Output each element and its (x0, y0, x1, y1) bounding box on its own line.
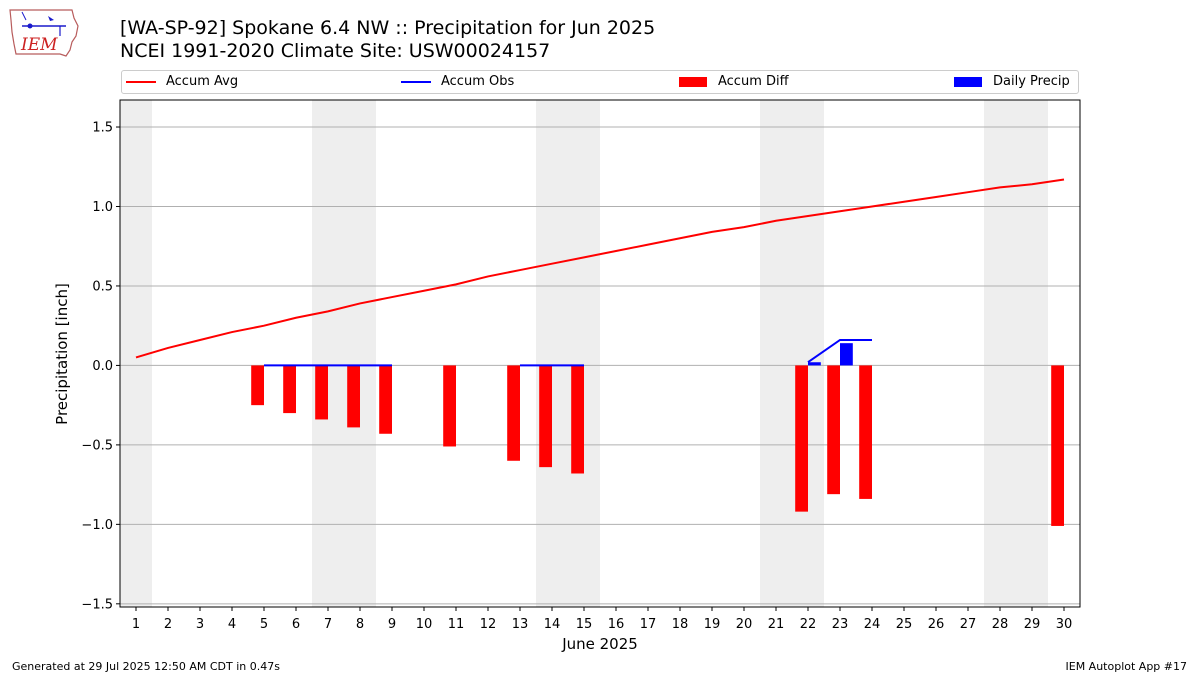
iem-logo: IEM (8, 6, 80, 62)
accum-diff-bar-4 (379, 365, 392, 434)
accum-diff-bar-1 (283, 365, 296, 414)
x-tick-label-19: 20 (736, 617, 753, 632)
accum-diff-bar-2 (315, 365, 328, 420)
legend-label-daily-precip: Daily Precip (993, 74, 1070, 89)
y-tick-label-0: −1.5 (81, 597, 113, 612)
accum-diff-bar-8 (571, 365, 584, 474)
legend-item-accum-obs: Accum Obs (401, 74, 514, 89)
accum-diff-bars (251, 365, 1064, 526)
legend-item-accum-diff: Accum Diff (679, 74, 789, 89)
accum-diff-bar-0 (251, 365, 264, 406)
x-tick-label-0: 1 (132, 617, 140, 632)
y-axis-ticks: −1.5 −1.0 −0.5 0.0 0.5 1.0 1.5 (81, 121, 120, 612)
weekend-span-4 (984, 100, 1048, 607)
legend: Accum Avg Accum Obs Accum Diff Daily Pre… (121, 70, 1079, 94)
x-tick-label-22: 23 (832, 617, 849, 632)
x-tick-label-12: 13 (512, 617, 529, 632)
plot-frame (119, 99, 1081, 608)
accum-diff-bar-6 (507, 365, 520, 461)
app-label: IEM Autoplot App #17 (1065, 660, 1188, 673)
weekend-span-3 (760, 100, 824, 607)
legend-swatch-accum-diff (679, 76, 707, 87)
x-tick-label-23: 24 (864, 617, 881, 632)
x-tick-label-13: 14 (544, 617, 561, 632)
x-axis-label: June 2025 (562, 635, 638, 653)
x-tick-label-3: 4 (228, 617, 236, 632)
x-tick-label-2: 3 (196, 617, 204, 632)
accum-diff-bar-11 (859, 365, 872, 499)
x-tick-label-28: 29 (1024, 617, 1041, 632)
x-tick-label-16: 17 (640, 617, 657, 632)
x-tick-label-20: 21 (768, 617, 785, 632)
y-tick-label-2: −0.5 (81, 438, 113, 453)
legend-swatch-accum-obs (401, 80, 431, 83)
svg-text:IEM: IEM (20, 35, 58, 55)
x-tick-label-27: 28 (992, 617, 1009, 632)
x-tick-label-1: 2 (164, 617, 172, 632)
x-tick-label-10: 11 (448, 617, 465, 632)
x-tick-label-9: 10 (416, 617, 433, 632)
x-tick-label-11: 12 (480, 617, 497, 632)
accum-diff-bar-12 (1051, 365, 1064, 526)
legend-label-accum-obs: Accum Obs (441, 74, 515, 89)
y-tick-label-1: −1.0 (81, 518, 113, 533)
x-tick-label-8: 9 (388, 617, 396, 632)
x-tick-label-4: 5 (260, 617, 268, 632)
x-tick-label-21: 22 (800, 617, 817, 632)
accum-diff-bar-10 (827, 365, 840, 495)
x-tick-label-5: 6 (292, 617, 300, 632)
x-tick-label-26: 27 (960, 617, 977, 632)
accum-obs-line-2 (807, 338, 872, 364)
weekend-span-2 (536, 100, 600, 607)
accum-avg-line (135, 178, 1065, 359)
legend-label-accum-avg: Accum Avg (166, 74, 239, 89)
chart-subtitle: NCEI 1991-2020 Climate Site: USW00024157 (120, 40, 551, 62)
x-tick-label-6: 7 (324, 617, 332, 632)
accum-diff-bar-9 (795, 365, 808, 512)
x-tick-label-24: 25 (896, 617, 913, 632)
x-tick-label-7: 8 (356, 617, 364, 632)
legend-swatch-daily-precip (954, 76, 982, 87)
x-tick-label-25: 26 (928, 617, 945, 632)
x-axis-ticks: 1 2 3 4 5 6 7 8 9 10 11 12 13 14 15 16 17 18 19 20 21 22 23 24 2… (132, 607, 1072, 632)
legend-label-accum-diff: Accum Diff (718, 74, 789, 89)
x-tick-label-17: 18 (672, 617, 689, 632)
y-tick-label-6: 1.5 (92, 121, 113, 136)
legend-swatch-accum-avg (126, 80, 156, 83)
x-tick-label-14: 15 (576, 617, 593, 632)
weekend-shading (120, 100, 1048, 607)
accum-diff-bar-5 (443, 365, 456, 447)
generated-timestamp: Generated at 29 Jul 2025 12:50 AM CDT in… (12, 660, 280, 673)
chart-title: [WA-SP-92] Spokane 6.4 NW :: Precipitati… (120, 17, 656, 39)
weekend-span-1 (312, 100, 376, 607)
y-tick-label-5: 1.0 (92, 200, 113, 215)
x-tick-label-15: 16 (608, 617, 625, 632)
legend-item-accum-avg: Accum Avg (126, 74, 238, 89)
iem-iowa-logo-icon: IEM (9, 9, 79, 57)
legend-item-daily-precip: Daily Precip (954, 74, 1070, 89)
daily-precip-bar-0 (808, 362, 821, 366)
daily-precip-bars (808, 343, 853, 366)
x-tick-label-29: 30 (1056, 617, 1073, 632)
accum-diff-bar-3 (347, 365, 360, 428)
y-tick-label-3: 0.0 (92, 359, 113, 374)
y-axis-label: Precipitation [inch] (53, 283, 71, 425)
daily-precip-bar-1 (840, 343, 853, 366)
y-tick-label-4: 0.5 (92, 279, 113, 294)
accum-diff-bar-7 (539, 365, 552, 468)
series-lines (135, 178, 1065, 367)
x-tick-label-18: 19 (704, 617, 721, 632)
